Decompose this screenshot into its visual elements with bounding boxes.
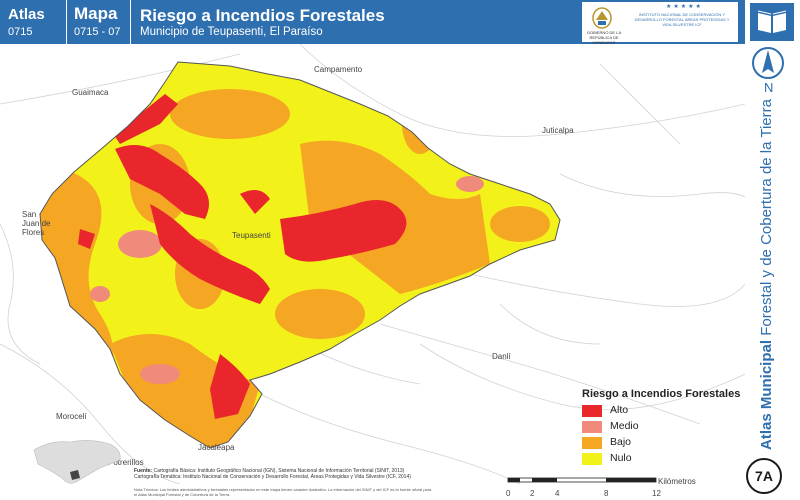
place-moroceli: Morocelí [56,412,87,421]
legend-swatch-medio [582,421,602,433]
map-header: Atlas 0715 Mapa 0715 - 07 Riesgo a Incen… [0,0,745,45]
place-juticalpa: Juticalpa [542,126,574,135]
scale-bar [507,477,657,483]
honduras-locator-map [33,440,121,484]
legend-item-medio: Medio [582,420,740,436]
map-legend: Riesgo a Incendios Forestales Alto Medio… [582,388,740,468]
scale-tick-12: 12 [652,489,661,498]
place-guaimaca: Guaimaca [72,88,109,97]
legend-swatch-nulo [582,453,602,465]
north-label: N [764,80,774,95]
institution-logos: GOBIERNO DE LA REPÚBLICA DE HONDURAS ★★★… [582,2,738,45]
map-code-box: Mapa 0715 - 07 [66,0,131,44]
place-danli: Danlí [492,352,511,361]
atlas-code-box: Atlas 0715 [0,0,67,44]
place-potrerillos: Potrerillos [108,458,144,467]
source-label: Fuente: [134,468,153,474]
north-arrow-icon [752,47,784,79]
book-icon [750,3,794,41]
legend-swatch-bajo [582,437,602,449]
map-code: 0715 - 07 [74,26,121,38]
source-line-1: Cartografía Básica: Instituto Geográfico… [153,468,405,474]
atlas-label: Atlas [8,6,45,23]
side-title-bold: Atlas Municipal [758,339,775,450]
legend-title: Riesgo a Incendios Forestales [582,388,741,400]
source-line-2: Cartografía Temática: Instituto Nacional… [134,474,411,480]
road-network [0,44,745,484]
place-campamento: Campamento [314,65,363,74]
map-label: Mapa [74,4,118,23]
place-san-juan-de-flores: San Juan de Flores [22,210,51,237]
legend-swatch-alto [582,405,602,417]
risk-map [0,44,745,484]
government-logo-text: GOBIERNO DE LA REPÚBLICA DE HONDURAS [586,30,622,45]
map-title: Riesgo a Incendios Forestales [140,6,385,25]
map-subtitle: Municipio de Teupasenti, El Paraíso [140,26,323,38]
scale-tick-2: 2 [530,489,535,498]
municipality-boundary [39,61,561,449]
legend-label-alto: Alto [610,404,629,416]
technical-note: Nota Técnica: Los límites administrativo… [134,487,432,497]
locator-highlight [70,470,80,480]
place-jacaleapa: Jacaleapa [198,443,235,452]
legend-item-alto: Alto [582,404,740,420]
source-text: Fuente: Cartografía Básica: Instituto Ge… [134,468,484,480]
map-badge: 7A [746,458,782,494]
risk-zone-medio [90,176,484,384]
honduras-seal-icon [592,7,612,29]
risk-zone-alto [78,94,407,419]
scale-tick-4: 4 [555,489,560,498]
icf-logo-text: INSTITUTO NACIONAL DE CONSERVACIÓN Y DES… [634,12,730,27]
legend-item-nulo: Nulo [582,452,740,468]
scale-unit: Kilómetros [658,477,696,486]
place-teupasenti: Teupasenti [232,231,271,240]
stars-icon: ★★★★★ [666,4,703,10]
side-title-rest: Forestal y de Cobertura de la Tierra [758,99,775,340]
legend-label-medio: Medio [610,420,639,432]
legend-label-bajo: Bajo [610,436,632,448]
scale-tick-8: 8 [604,489,609,498]
atlas-code: 0715 [8,26,33,38]
legend-item-bajo: Bajo [582,436,740,452]
scale-tick-0: 0 [506,489,511,498]
legend-label-nulo: Nulo [610,452,632,464]
side-atlas-title: Atlas Municipal Forestal y de Cobertura … [758,99,775,450]
